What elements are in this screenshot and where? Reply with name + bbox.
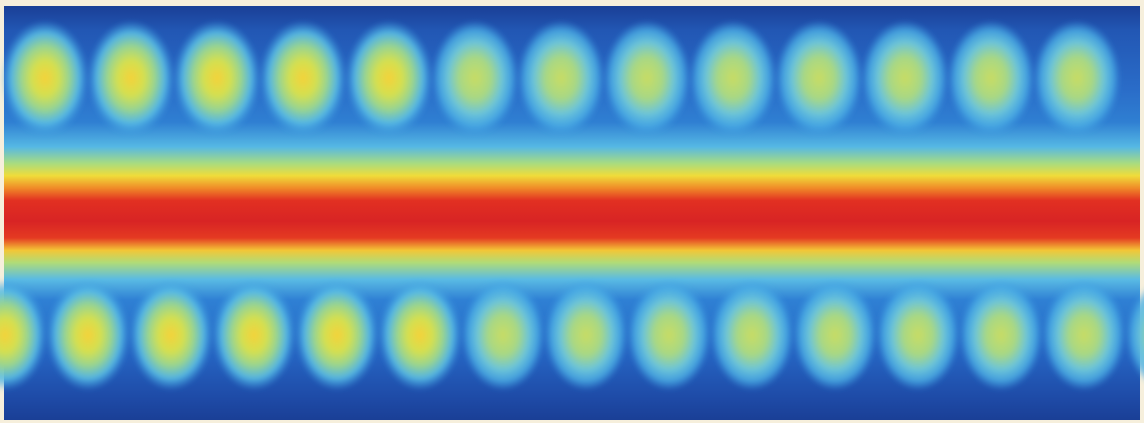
blob [603,20,691,136]
blob [345,20,433,136]
blob [1042,279,1126,391]
blob [431,20,519,136]
blob [378,279,462,391]
blob [1,20,89,136]
blob [689,20,777,136]
blob [947,20,1035,136]
blob [861,20,949,136]
blob [173,20,261,136]
blob [0,279,47,391]
blob [259,20,347,136]
blob [212,279,296,391]
blob [1125,288,1144,382]
blob [959,279,1043,391]
blob [517,20,605,136]
blob [710,279,794,391]
blob [87,20,175,136]
blob [129,279,213,391]
blob [544,279,628,391]
blob [461,279,545,391]
blob [793,279,877,391]
blob [46,279,130,391]
blob-layer [0,20,1144,391]
blob [775,20,863,136]
blob [627,279,711,391]
blob [295,279,379,391]
blob [876,279,960,391]
blob [1033,20,1121,136]
